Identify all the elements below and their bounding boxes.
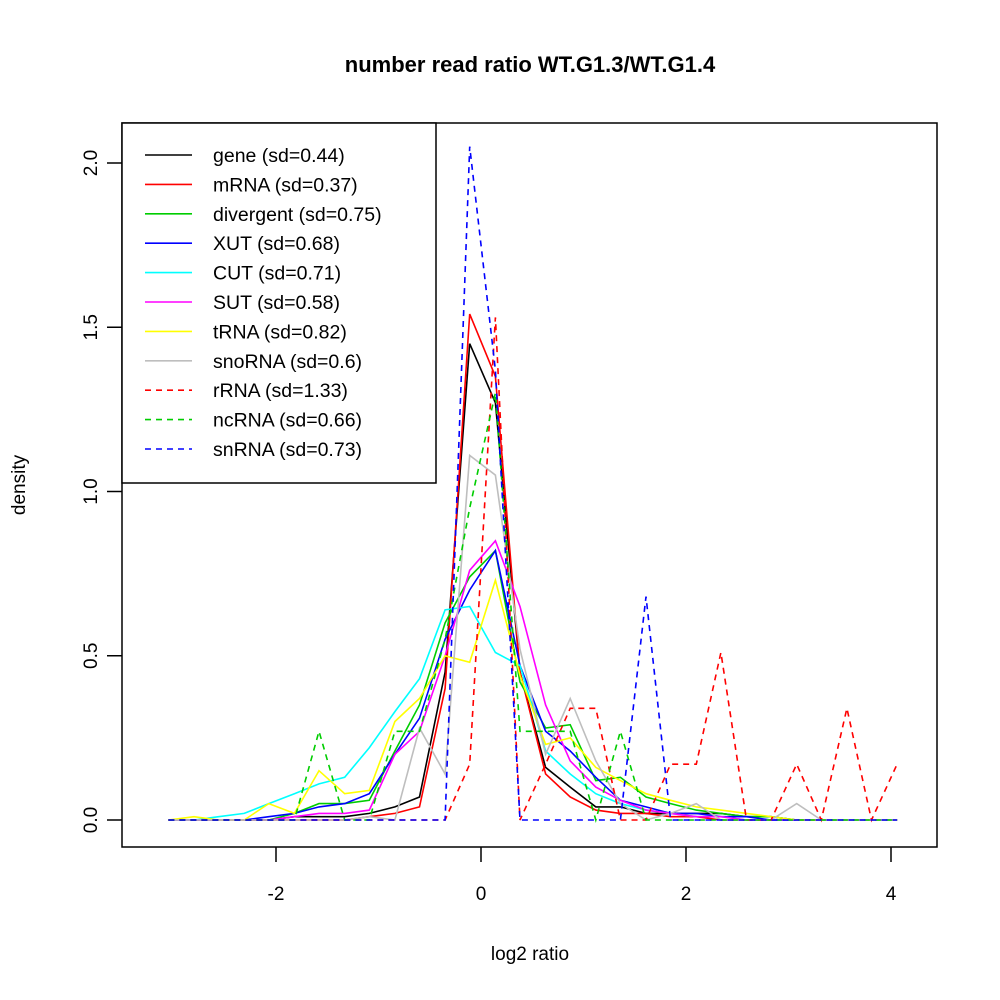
legend-label-rRNA: rRNA (sd=1.33) bbox=[213, 380, 348, 402]
legend-label-ncRNA: ncRNA (sd=0.66) bbox=[213, 410, 362, 432]
legend-label-XUT: XUT (sd=0.68) bbox=[213, 233, 340, 255]
legend-label-gene: gene (sd=0.44) bbox=[213, 145, 345, 167]
y-tick-label: 0.0 bbox=[81, 807, 102, 833]
legend-label-SUT: SUT (sd=0.58) bbox=[213, 292, 340, 314]
plot-frame bbox=[121, 122, 938, 848]
x-tick-label: 0 bbox=[476, 884, 487, 905]
series-layer bbox=[168, 146, 898, 823]
legend: gene (sd=0.44) mRNA (sd=0.37) divergent (s… bbox=[121, 122, 437, 484]
legend-label-divergent: divergent (sd=0.75) bbox=[213, 204, 382, 226]
x-tick-label: 4 bbox=[886, 884, 897, 905]
legend-label-snRNA: snRNA (sd=0.73) bbox=[213, 439, 362, 461]
y-tick-label: 0.5 bbox=[81, 643, 102, 669]
x-tick-label: -2 bbox=[268, 884, 285, 905]
x-axis: -2 0 2 4 bbox=[268, 847, 897, 905]
y-tick-label: 2.0 bbox=[81, 150, 102, 176]
y-axis: 0.0 0.5 1.0 1.5 2.0 bbox=[81, 150, 122, 833]
legend-label-tRNA: tRNA (sd=0.82) bbox=[213, 321, 347, 343]
x-tick-label: 2 bbox=[681, 884, 692, 905]
series-line-snRNA bbox=[168, 146, 898, 821]
x-axis-label: log2 ratio bbox=[491, 944, 569, 965]
chart-title: number read ratio WT.G1.3/WT.G1.4 bbox=[345, 52, 716, 77]
y-tick-label: 1.0 bbox=[81, 478, 102, 504]
legend-label-mRNA: mRNA (sd=0.37) bbox=[213, 174, 358, 196]
y-tick-label: 1.5 bbox=[81, 314, 102, 340]
y-axis-label: density bbox=[9, 454, 30, 515]
legend-label-snoRNA: snoRNA (sd=0.6) bbox=[213, 351, 362, 373]
legend-label-CUT: CUT (sd=0.71) bbox=[213, 263, 341, 285]
legend-box bbox=[121, 122, 437, 484]
